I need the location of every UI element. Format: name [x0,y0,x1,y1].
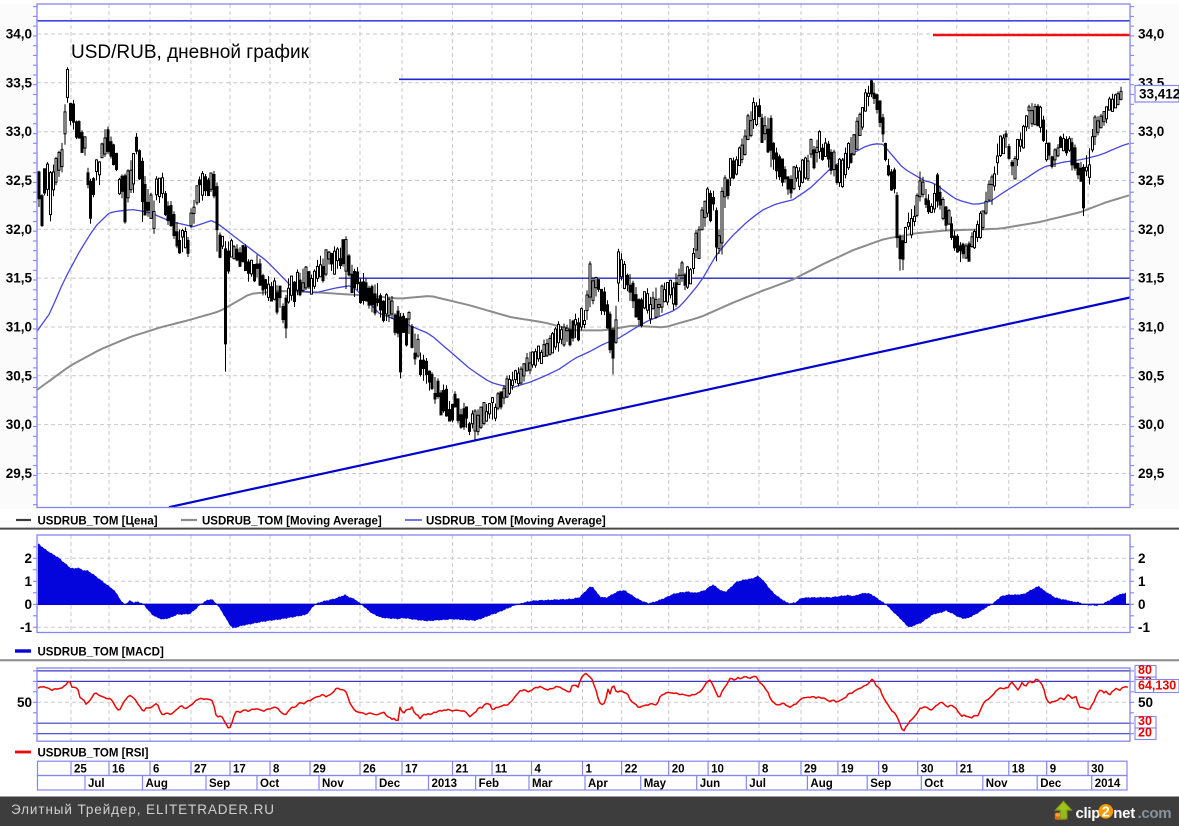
svg-text:Nov: Nov [986,778,1008,790]
svg-text:USDRUB_TOM [RSI]: USDRUB_TOM [RSI] [38,748,149,760]
svg-text:30,5: 30,5 [6,368,33,383]
svg-text:21: 21 [456,764,469,776]
svg-text:34,0: 34,0 [1138,27,1164,42]
svg-text:Apr: Apr [588,778,608,790]
svg-text:26: 26 [363,764,376,776]
svg-text:30,0: 30,0 [1138,417,1164,432]
svg-text:0: 0 [24,597,32,612]
svg-text:Jul: Jul [749,778,766,790]
svg-text:4: 4 [535,764,542,776]
svg-text:32,0: 32,0 [6,222,32,237]
svg-text:30,0: 30,0 [6,417,32,432]
svg-text:11: 11 [495,764,508,776]
svg-text:64,130: 64,130 [1138,679,1176,693]
svg-text:18: 18 [1012,764,1025,776]
svg-text:50: 50 [17,695,32,710]
svg-text:30: 30 [921,764,934,776]
svg-text:16: 16 [112,764,125,776]
svg-text:32,0: 32,0 [1138,222,1164,237]
svg-text:USDRUB_TOM [Moving Average]: USDRUB_TOM [Moving Average] [426,516,606,528]
svg-text:Jun: Jun [700,778,720,790]
svg-text:27: 27 [194,764,207,776]
svg-text:9: 9 [1050,764,1056,776]
svg-text:0: 0 [1138,597,1146,612]
svg-text:Nov: Nov [322,778,344,790]
svg-text:Dec: Dec [1040,778,1062,790]
svg-text:1: 1 [24,574,32,589]
svg-text:-1: -1 [20,620,32,635]
svg-text:31,0: 31,0 [6,320,32,335]
svg-text:17: 17 [405,764,418,776]
svg-text:29,5: 29,5 [6,466,33,481]
svg-text:Sep: Sep [209,778,230,790]
svg-text:Oct: Oct [260,778,279,790]
svg-text:29: 29 [313,764,326,776]
svg-text:USDRUB_TOM [Moving Average]: USDRUB_TOM [Moving Average] [202,516,382,528]
svg-text:30: 30 [1138,714,1152,728]
svg-text:8: 8 [273,764,280,776]
svg-text:May: May [644,778,667,790]
svg-text:USD/RUB, дневной график: USD/RUB, дневной график [71,42,310,63]
svg-text:Sep: Sep [870,778,891,790]
svg-text:50: 50 [1138,695,1153,710]
svg-text:19: 19 [841,764,854,776]
svg-text:1: 1 [1138,574,1146,589]
svg-text:31,5: 31,5 [6,271,33,286]
svg-text:2013: 2013 [432,778,458,790]
svg-text:USDRUB_TOM [MACD]: USDRUB_TOM [MACD] [38,647,164,659]
svg-text:34,0: 34,0 [6,27,32,42]
svg-text:8: 8 [762,764,769,776]
svg-text:USDRUB_TOM [Цена]: USDRUB_TOM [Цена] [38,516,158,528]
svg-text:31,0: 31,0 [1138,320,1164,335]
svg-text:30: 30 [1091,764,1104,776]
svg-text:33,5: 33,5 [6,75,33,90]
svg-text:22: 22 [625,764,638,776]
svg-text:Jul: Jul [88,778,105,790]
svg-text:9: 9 [882,764,888,776]
svg-text:17: 17 [233,764,246,776]
svg-text:33,0: 33,0 [1138,124,1164,139]
svg-text:21: 21 [960,764,973,776]
svg-text:32,5: 32,5 [1138,173,1165,188]
svg-text:30,5: 30,5 [1138,368,1165,383]
svg-text:Элитный Трейдер, ELITETRADER.R: Элитный Трейдер, ELITETRADER.RU [11,802,275,817]
svg-text:2: 2 [1138,551,1146,566]
svg-text:29,5: 29,5 [1138,466,1165,481]
svg-text:Aug: Aug [146,778,168,790]
svg-text:.com: .com [1138,805,1172,822]
svg-text:32,5: 32,5 [6,173,33,188]
svg-text:31,5: 31,5 [1138,271,1165,286]
svg-text:Mar: Mar [532,778,553,790]
svg-text:Aug: Aug [810,778,832,790]
svg-text:6: 6 [153,764,159,776]
svg-text:20: 20 [1138,726,1152,740]
svg-text:2: 2 [24,551,32,566]
svg-text:2: 2 [1102,805,1110,821]
svg-text:25: 25 [74,764,87,776]
svg-text:20: 20 [672,764,685,776]
svg-text:80: 80 [1138,663,1152,677]
svg-text:33,0: 33,0 [6,124,32,139]
svg-text:clip: clip [1076,805,1101,822]
svg-text:Oct: Oct [924,778,943,790]
svg-text:net: net [1113,805,1135,822]
svg-text:33,412: 33,412 [1139,87,1179,102]
svg-text:-1: -1 [1138,620,1150,635]
svg-text:Feb: Feb [479,778,499,790]
svg-text:Dec: Dec [379,778,401,790]
svg-text:29: 29 [804,764,817,776]
svg-text:1: 1 [586,764,593,776]
svg-text:10: 10 [711,764,724,776]
svg-text:2014: 2014 [1095,778,1121,790]
